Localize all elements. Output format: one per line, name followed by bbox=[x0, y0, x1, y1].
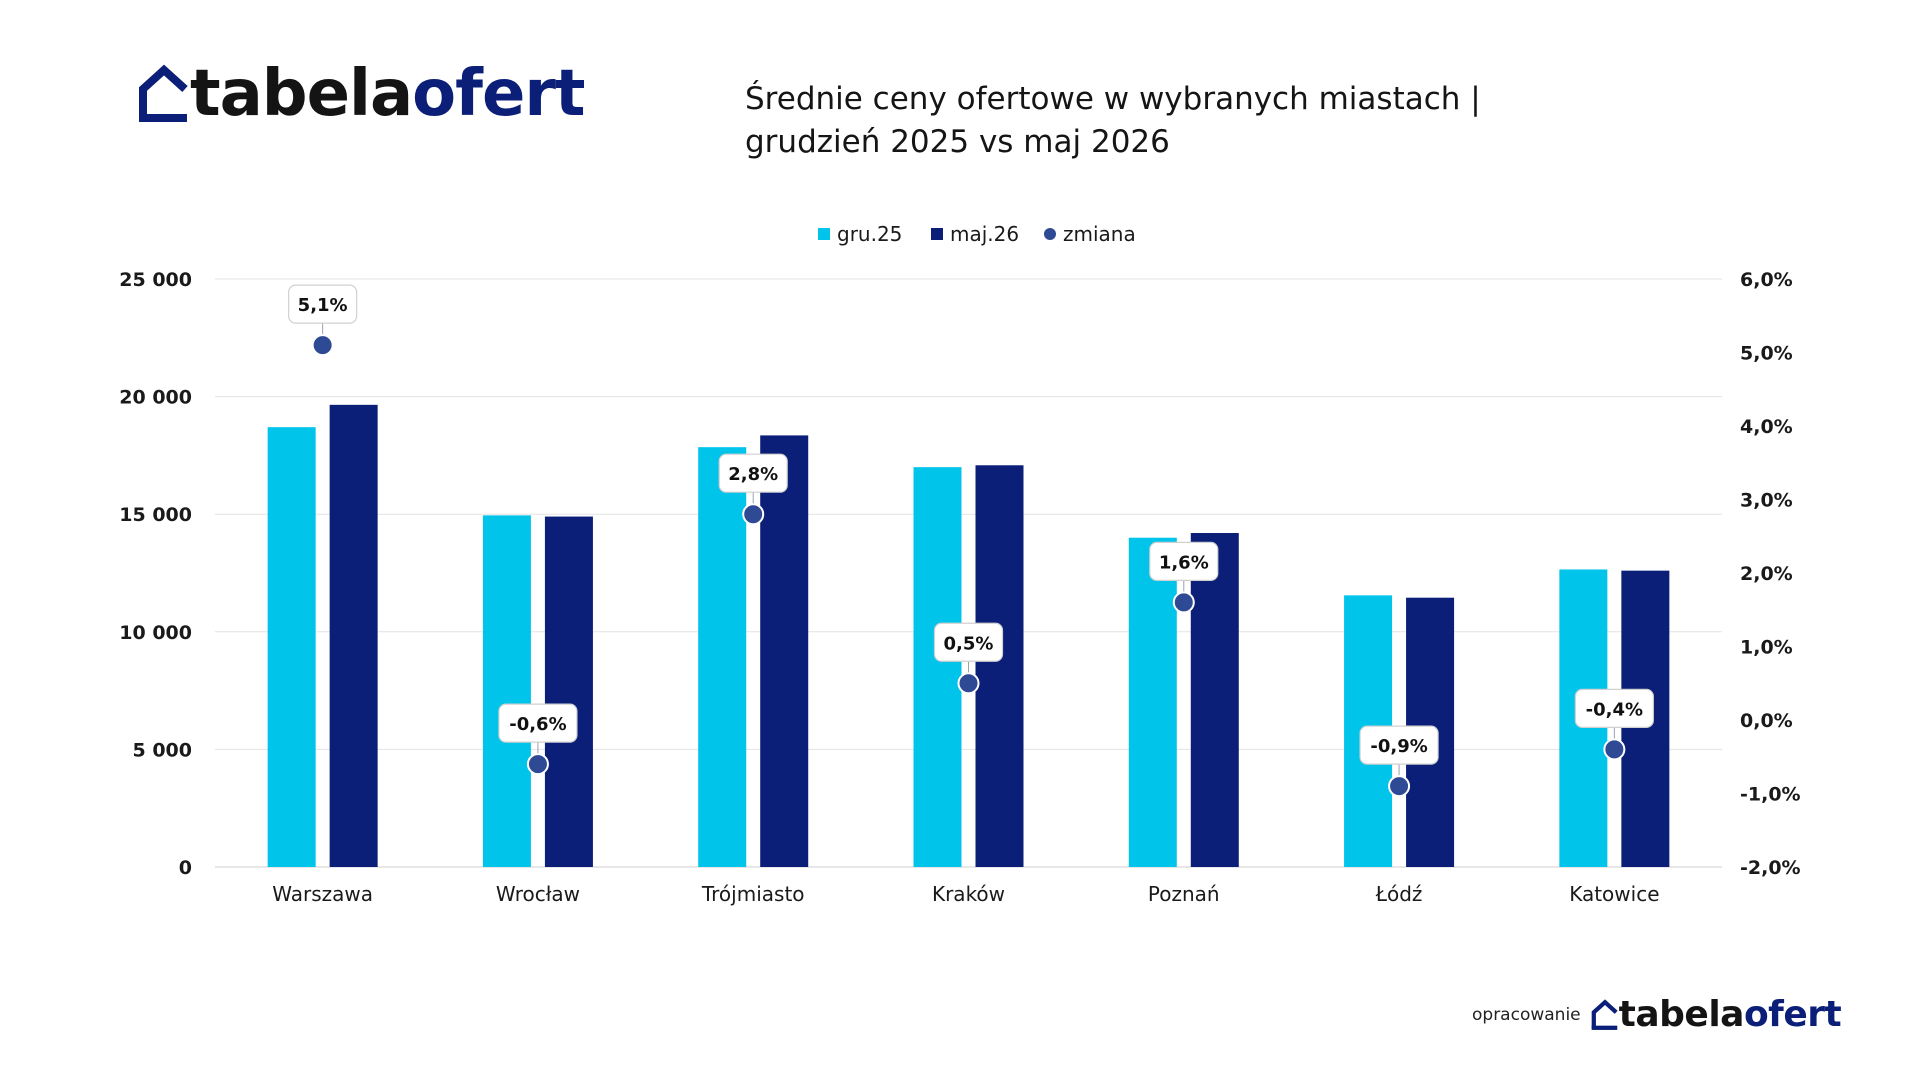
bar-gru bbox=[1128, 537, 1177, 867]
bar-maj bbox=[544, 516, 593, 867]
bars bbox=[267, 404, 1670, 867]
x-category-label: Poznań bbox=[1148, 882, 1220, 906]
data-label-box bbox=[1359, 725, 1439, 765]
legend-label: maj.26 bbox=[950, 222, 1019, 246]
x-category-label: Katowice bbox=[1569, 882, 1659, 906]
legend: gru.25 maj.26 zmiana bbox=[818, 222, 1136, 246]
data-label: 1,6% bbox=[1159, 552, 1209, 573]
credit-word-ofert: ofert bbox=[1743, 994, 1842, 1035]
logo-word-tabela: tabela bbox=[190, 57, 413, 131]
y-left-tick-label: 25 000 bbox=[119, 269, 192, 291]
chart-title-line2: grudzień 2025 vs maj 2026 bbox=[745, 124, 1170, 160]
chart-title: Średnie ceny ofertowe w wybranych miasta… bbox=[745, 78, 1481, 164]
y-right-tick-label: 6,0% bbox=[1740, 269, 1793, 291]
y-right-tick-label: 5,0% bbox=[1740, 343, 1793, 365]
axes: 0 5 000 10 000 15 000 20 000 25 000 -2,0% -1,0%… bbox=[119, 269, 1800, 906]
change-point bbox=[957, 672, 980, 695]
house-icon bbox=[139, 64, 188, 122]
legend-label: gru.25 bbox=[837, 222, 902, 246]
y-right-tick-label: 0,0% bbox=[1740, 710, 1793, 732]
data-label: -0,9% bbox=[1370, 736, 1427, 757]
bar-gru bbox=[698, 447, 747, 867]
x-category-label: Kraków bbox=[932, 882, 1005, 906]
bar-gru bbox=[267, 427, 316, 867]
change-point bbox=[526, 753, 549, 776]
x-category-label: Warszawa bbox=[272, 882, 373, 906]
data-label: -0,6% bbox=[509, 714, 566, 735]
bar-gru bbox=[482, 515, 531, 867]
legend-label: zmiana bbox=[1063, 222, 1136, 246]
data-label: 5,1% bbox=[298, 295, 348, 316]
change-point bbox=[1172, 591, 1195, 614]
logo-wordmark: tabelaofert bbox=[190, 62, 586, 126]
y-right-tick-label: 4,0% bbox=[1740, 416, 1793, 438]
y-right-tick-label: 3,0% bbox=[1740, 490, 1793, 512]
data-label: 0,5% bbox=[944, 633, 994, 654]
change-point bbox=[311, 334, 334, 357]
y-left-tick-label: 20 000 bbox=[119, 387, 192, 409]
x-category-label: Trójmiasto bbox=[701, 882, 805, 906]
credit-word-tabela: tabela bbox=[1618, 994, 1745, 1035]
data-label-box bbox=[1149, 541, 1219, 582]
data-label-box bbox=[933, 622, 1004, 662]
y-right-tick-label: 1,0% bbox=[1740, 637, 1793, 659]
chart-title-line1: Średnie ceny ofertowe w wybranych miasta… bbox=[745, 81, 1481, 117]
y-right-tick-label: 2,0% bbox=[1740, 563, 1793, 585]
change-point bbox=[742, 503, 765, 526]
legend-swatch bbox=[818, 228, 830, 240]
legend-swatch bbox=[1044, 228, 1056, 240]
credit-wordmark: tabelaofert bbox=[1619, 997, 1842, 1033]
data-label-box bbox=[1574, 688, 1654, 729]
bar-maj bbox=[329, 404, 378, 867]
change-points: 5,1% -0,6% 2,8% 0,5% 1,6% -0,9% -0,4% bbox=[288, 284, 1654, 798]
bar-maj bbox=[1190, 533, 1239, 867]
change-point bbox=[1388, 775, 1411, 798]
y-left-tick-label: 10 000 bbox=[119, 622, 192, 644]
data-label-box bbox=[718, 453, 788, 493]
data-label-box bbox=[288, 284, 358, 324]
y-left-tick-label: 0 bbox=[179, 857, 192, 879]
gridlines bbox=[215, 278, 1722, 868]
bar-maj bbox=[760, 435, 809, 867]
y-right-tick-label: -2,0% bbox=[1740, 857, 1801, 879]
data-label: -0,4% bbox=[1586, 699, 1643, 720]
credit: opracowanie tabelaofert bbox=[1472, 997, 1842, 1033]
x-category-label: Łódź bbox=[1375, 882, 1423, 906]
logo-word-ofert: ofert bbox=[412, 57, 585, 131]
data-label-box bbox=[498, 703, 578, 743]
bar-maj bbox=[975, 465, 1024, 867]
credit-label: opracowanie bbox=[1472, 1005, 1581, 1025]
y-left-tick-label: 15 000 bbox=[119, 504, 192, 526]
house-icon bbox=[1591, 999, 1618, 1030]
change-point bbox=[1603, 738, 1626, 761]
y-left-tick-label: 5 000 bbox=[133, 739, 193, 761]
x-category-label: Wrocław bbox=[496, 882, 580, 906]
tabelaofert-logo: tabelaofert bbox=[138, 62, 586, 126]
bar-gru bbox=[913, 467, 962, 867]
legend-swatch bbox=[931, 228, 943, 240]
y-right-tick-label: -1,0% bbox=[1740, 784, 1801, 806]
data-label: 2,8% bbox=[728, 464, 778, 485]
